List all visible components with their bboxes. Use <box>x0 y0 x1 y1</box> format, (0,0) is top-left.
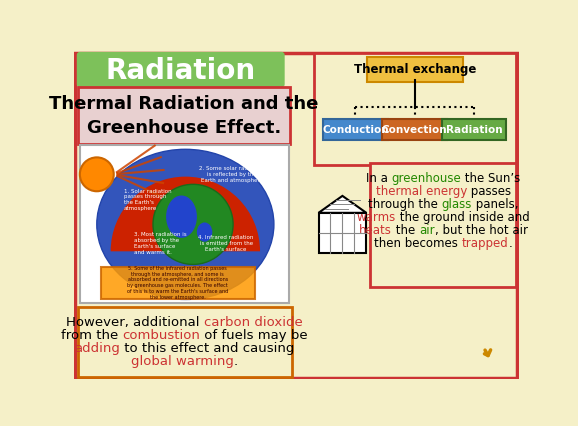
Text: heats: heats <box>359 224 392 237</box>
Text: the: the <box>392 224 419 237</box>
FancyBboxPatch shape <box>370 163 517 287</box>
Text: adding: adding <box>75 342 120 355</box>
Text: Conduction: Conduction <box>322 125 389 135</box>
Ellipse shape <box>197 222 212 242</box>
FancyBboxPatch shape <box>314 53 516 165</box>
Circle shape <box>80 157 114 191</box>
Text: Radiation: Radiation <box>446 125 502 135</box>
Text: the ground inside and: the ground inside and <box>396 211 530 224</box>
Text: Radiation: Radiation <box>106 57 256 85</box>
FancyBboxPatch shape <box>77 52 285 87</box>
Ellipse shape <box>166 196 197 238</box>
Text: of fuels may be: of fuels may be <box>201 329 308 342</box>
Text: passes: passes <box>467 185 511 198</box>
Wedge shape <box>110 177 260 251</box>
FancyBboxPatch shape <box>323 119 388 141</box>
Text: .: . <box>234 355 238 368</box>
Text: through the: through the <box>368 198 442 211</box>
Text: trapped: trapped <box>462 237 509 250</box>
Text: air: air <box>419 224 435 237</box>
Text: from the: from the <box>61 329 123 342</box>
Text: combustion: combustion <box>123 329 201 342</box>
Text: 1. Solar radiation
passes through
the Earth's
atmosphere: 1. Solar radiation passes through the Ea… <box>124 189 171 211</box>
Text: Thermal Radiation and the
Greenhouse Effect.: Thermal Radiation and the Greenhouse Eff… <box>49 95 318 137</box>
Text: panels,: panels, <box>472 198 518 211</box>
FancyBboxPatch shape <box>383 119 447 141</box>
Text: Thermal exchange: Thermal exchange <box>354 63 476 76</box>
FancyBboxPatch shape <box>80 145 290 303</box>
FancyBboxPatch shape <box>75 53 517 377</box>
Text: 4. Infrared radiation
is emitted from the
Earth's surface: 4. Infrared radiation is emitted from th… <box>198 235 254 252</box>
Circle shape <box>153 184 233 265</box>
Text: glass: glass <box>442 198 472 211</box>
Text: Convection: Convection <box>382 125 447 135</box>
Text: 2. Some solar radiation
is reflected by the
Earth and atmosphere: 2. Some solar radiation is reflected by … <box>199 166 264 183</box>
Polygon shape <box>318 196 366 213</box>
FancyBboxPatch shape <box>77 307 292 377</box>
FancyBboxPatch shape <box>318 213 366 253</box>
Text: global warming: global warming <box>131 355 234 368</box>
Text: carbon dioxide: carbon dioxide <box>204 316 303 329</box>
Text: However, additional: However, additional <box>66 316 204 329</box>
FancyBboxPatch shape <box>77 87 290 144</box>
Text: , but the hot air: , but the hot air <box>435 224 528 237</box>
FancyBboxPatch shape <box>442 119 506 141</box>
Text: In a: In a <box>366 172 392 184</box>
Text: 3. Most radiation is
absorbed by the
Earth's surface
and warms it.: 3. Most radiation is absorbed by the Ear… <box>134 233 186 255</box>
FancyBboxPatch shape <box>101 267 255 299</box>
FancyBboxPatch shape <box>367 57 462 82</box>
Text: 5. Some of the infrared radiation passes
through the atmosphere, and some is
abs: 5. Some of the infrared radiation passes… <box>127 266 228 300</box>
Text: warms: warms <box>357 211 396 224</box>
Text: to this effect and causing: to this effect and causing <box>120 342 295 355</box>
Text: thermal energy: thermal energy <box>376 185 467 198</box>
Text: the Sun’s: the Sun’s <box>461 172 521 184</box>
Text: .: . <box>509 237 512 250</box>
Text: then becomes: then becomes <box>374 237 462 250</box>
Ellipse shape <box>97 149 274 299</box>
Text: greenhouse: greenhouse <box>392 172 461 184</box>
